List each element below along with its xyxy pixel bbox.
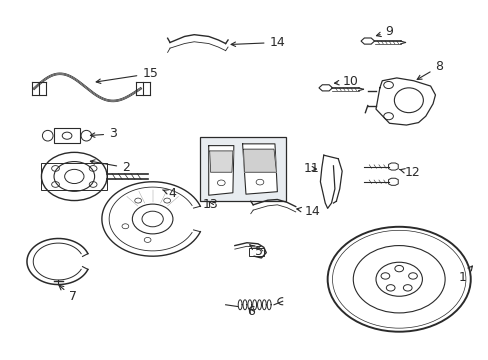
Text: 12: 12 (399, 166, 420, 179)
Text: 8: 8 (416, 60, 443, 80)
Text: 1: 1 (458, 266, 471, 284)
Polygon shape (243, 149, 276, 172)
Text: 10: 10 (334, 75, 358, 88)
Text: 3: 3 (90, 127, 117, 140)
Text: 13: 13 (203, 198, 218, 211)
Text: 9: 9 (376, 25, 393, 39)
Text: 15: 15 (96, 67, 158, 84)
Polygon shape (208, 145, 233, 195)
Text: 4: 4 (163, 187, 176, 200)
Polygon shape (209, 151, 232, 172)
Text: 5: 5 (249, 245, 263, 258)
Polygon shape (242, 144, 277, 194)
Bar (53, 128, 80, 144)
Text: 7: 7 (59, 285, 77, 303)
Text: 2: 2 (90, 160, 130, 174)
Bar (200, 137, 285, 201)
Bar (249, 248, 264, 256)
Text: 6: 6 (247, 305, 255, 318)
Text: 11: 11 (303, 162, 319, 175)
Text: 14: 14 (296, 205, 320, 218)
Bar (41, 163, 107, 190)
Text: 14: 14 (231, 36, 285, 49)
